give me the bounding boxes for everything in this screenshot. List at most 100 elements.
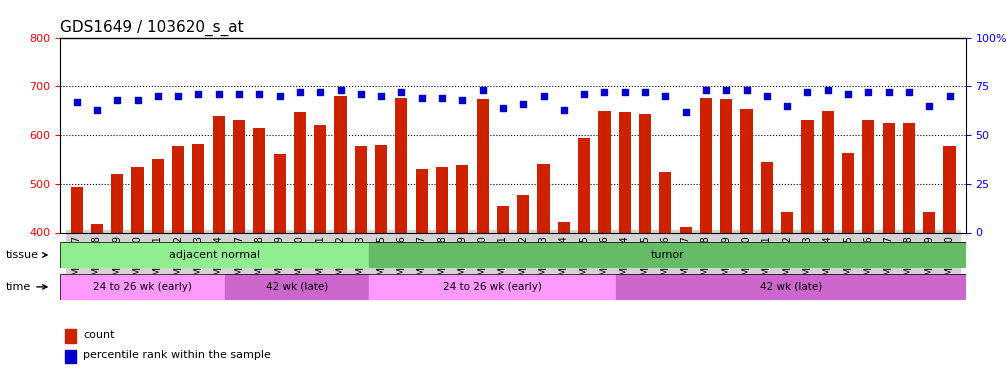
Text: percentile rank within the sample: percentile rank within the sample <box>82 350 271 360</box>
Bar <box>639 114 651 375</box>
Bar <box>132 167 144 375</box>
Bar <box>720 99 732 375</box>
Point <box>312 89 328 95</box>
Point <box>373 93 389 99</box>
Bar <box>944 146 956 375</box>
Bar <box>578 138 591 375</box>
Point <box>252 91 268 97</box>
Text: 42 wk (late): 42 wk (late) <box>760 282 822 292</box>
Bar <box>924 211 936 375</box>
Point <box>637 89 653 95</box>
Point <box>150 93 166 99</box>
Point <box>576 91 593 97</box>
Point <box>434 95 450 101</box>
Bar <box>314 125 326 375</box>
Text: 42 wk (late): 42 wk (late) <box>266 282 328 292</box>
Point <box>942 93 958 99</box>
Bar <box>294 112 306 375</box>
Point <box>210 91 226 97</box>
Text: count: count <box>82 330 115 340</box>
Bar <box>436 167 448 375</box>
Point <box>130 97 146 103</box>
Point <box>190 91 206 97</box>
Bar <box>862 120 874 375</box>
Point <box>738 87 754 93</box>
Point <box>678 109 694 115</box>
Text: time: time <box>6 282 47 292</box>
Point <box>921 103 938 109</box>
Point <box>515 101 531 107</box>
Bar <box>902 123 915 375</box>
Point <box>292 89 308 95</box>
Point <box>718 87 734 93</box>
Point <box>110 97 126 103</box>
Text: GDS1649 / 103620_s_at: GDS1649 / 103620_s_at <box>60 20 244 36</box>
Bar <box>375 145 387 375</box>
Bar <box>91 224 103 375</box>
Text: tumor: tumor <box>651 250 684 260</box>
Bar <box>822 111 834 375</box>
Bar <box>274 153 286 375</box>
Bar <box>802 120 814 375</box>
Point <box>555 106 571 112</box>
Bar <box>842 153 854 375</box>
Point <box>880 89 896 95</box>
Text: tissue: tissue <box>6 250 47 260</box>
Point <box>800 89 816 95</box>
Point <box>455 97 471 103</box>
Bar <box>761 162 773 375</box>
Bar <box>70 187 82 375</box>
Bar <box>415 169 428 375</box>
Bar <box>619 112 631 375</box>
Bar <box>557 222 570 375</box>
Bar <box>334 96 347 375</box>
Bar <box>233 120 245 375</box>
Point <box>495 105 511 111</box>
Bar <box>497 206 509 375</box>
Point <box>820 87 836 93</box>
Point <box>393 89 409 95</box>
Point <box>698 87 714 93</box>
Bar <box>369 242 966 268</box>
Point <box>272 93 288 99</box>
Point <box>68 99 85 105</box>
Point <box>617 89 633 95</box>
Point <box>535 93 551 99</box>
Text: 24 to 26 wk (early): 24 to 26 wk (early) <box>94 282 192 292</box>
Point <box>779 103 795 109</box>
Point <box>353 91 369 97</box>
Bar <box>659 172 671 375</box>
Bar <box>616 274 966 300</box>
Bar <box>172 146 184 375</box>
Text: adjacent normal: adjacent normal <box>169 250 261 260</box>
Point <box>170 93 186 99</box>
Bar <box>192 144 204 375</box>
Point <box>900 89 916 95</box>
Point <box>759 93 775 99</box>
Bar <box>152 159 164 375</box>
Bar <box>225 274 369 300</box>
Bar <box>64 329 75 343</box>
Bar <box>60 274 225 300</box>
Bar <box>369 274 616 300</box>
Point <box>840 91 856 97</box>
Bar <box>456 165 469 375</box>
Point <box>860 89 876 95</box>
Bar <box>212 117 224 375</box>
Bar <box>60 242 369 268</box>
Point <box>231 91 247 97</box>
Bar <box>599 111 611 375</box>
Bar <box>111 174 124 375</box>
Bar <box>355 146 367 375</box>
Bar <box>700 98 712 375</box>
Point <box>89 106 105 112</box>
Bar <box>64 350 75 363</box>
Point <box>332 87 348 93</box>
Bar <box>537 164 549 375</box>
Bar <box>679 226 692 375</box>
Point <box>475 87 491 93</box>
Bar <box>395 98 407 375</box>
Bar <box>254 128 266 375</box>
Text: 24 to 26 wk (early): 24 to 26 wk (early) <box>443 282 542 292</box>
Bar <box>740 109 752 375</box>
